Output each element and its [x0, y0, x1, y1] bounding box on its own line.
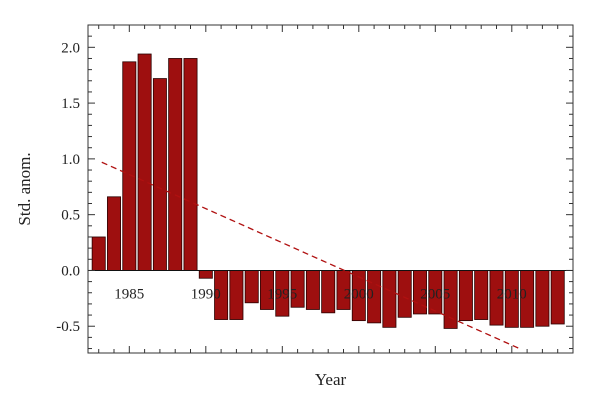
x-tick-label: 2010 — [497, 286, 527, 302]
bar-2002 — [382, 270, 397, 328]
plot-frame — [87, 24, 574, 354]
x-tick-label: 2000 — [344, 286, 374, 302]
x-axis-title: Year — [315, 370, 347, 389]
x-tick-label: 2005 — [420, 286, 450, 302]
x-tick-label: 1990 — [191, 286, 221, 302]
y-tick-label: 0.5 — [61, 208, 80, 224]
bar-1983 — [91, 236, 106, 271]
bar-2007 — [458, 270, 473, 322]
bar-1986 — [137, 53, 152, 271]
x-tick-label: 1985 — [114, 286, 144, 302]
bar-1993 — [244, 270, 259, 304]
bar-2012 — [535, 270, 550, 327]
bar-1987 — [152, 78, 167, 271]
trend-line — [101, 161, 520, 350]
bar-2003 — [397, 270, 412, 318]
bar-2013 — [550, 270, 565, 325]
y-tick-label: 2.0 — [61, 40, 80, 56]
bars-group — [91, 53, 565, 329]
y-axis-title: Std. anom. — [15, 152, 34, 225]
ticks-group: 1985 1990 1995 2000 2005 2010 -0.5 0.0 0.5 1.0 1.5… — [56, 25, 574, 353]
bar-1984 — [107, 196, 121, 271]
x-tick-label: 1995 — [267, 286, 297, 302]
bar-1992 — [229, 270, 244, 320]
y-tick-label: 0.0 — [61, 263, 80, 279]
y-tick-label: -0.5 — [56, 319, 80, 335]
bar-2008 — [474, 270, 489, 320]
bar-1997 — [305, 270, 320, 310]
bar-1990 — [198, 270, 213, 279]
y-tick-label: 1.0 — [61, 152, 80, 168]
bar-1998 — [321, 270, 336, 314]
bar-1985 — [122, 61, 137, 271]
y-tick-label: 1.5 — [61, 96, 80, 112]
bar-1988 — [168, 58, 183, 271]
bar-1989 — [183, 58, 198, 271]
